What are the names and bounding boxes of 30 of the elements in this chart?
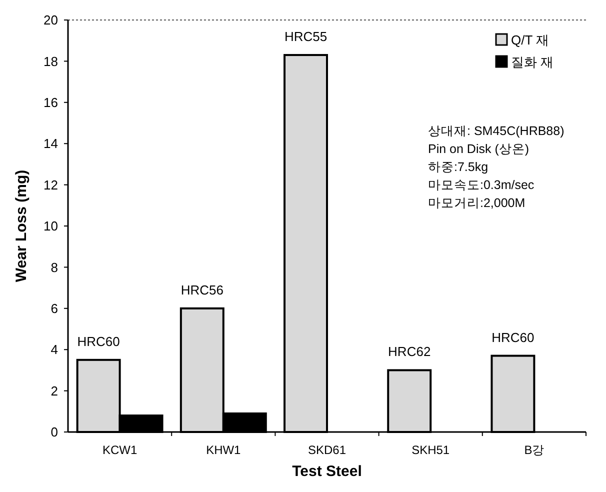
y-tick-label: 18 <box>44 54 58 69</box>
x-tick-label: SKH51 <box>412 443 450 457</box>
y-tick-label: 16 <box>44 94 58 110</box>
annotation: HRC60 <box>492 330 534 345</box>
annotation: 하중:7.5kg <box>428 160 488 174</box>
y-tick-label: 12 <box>44 177 58 192</box>
annotation: Pin on Disk (상온) <box>428 142 530 156</box>
y-tick-label: 2 <box>50 383 58 398</box>
annotation: HRC60 <box>77 334 120 349</box>
y-tick-label: 14 <box>44 136 58 152</box>
x-tick-label: SKD61 <box>308 443 346 457</box>
y-tick-label: 8 <box>50 260 58 275</box>
x-tick-label: KCW1 <box>102 443 138 457</box>
y-tick-label: 20 <box>44 12 58 28</box>
y-tick-label: 6 <box>50 300 58 316</box>
y-tick-label: 0 <box>50 424 58 440</box>
y-tick-label: 4 <box>50 342 58 358</box>
y-tick-label: 10 <box>44 218 58 234</box>
annotation: 마모속도:0.3m/sec <box>428 178 534 192</box>
x-tick-label: KHW1 <box>206 443 242 457</box>
x-tick-label: B강 <box>524 443 544 457</box>
annotation: HRC55 <box>284 29 328 44</box>
x-axis-title: Test Steel <box>292 463 362 480</box>
annotation: 상대재: SM45C(HRB88) <box>428 124 564 138</box>
y-axis-title: Wear Loss (mg) <box>13 170 30 282</box>
legend-label: 질화 재 <box>511 54 554 70</box>
legend-label: Q/T 재 <box>511 32 550 48</box>
annotation: 마모거리:2,000M <box>428 196 526 210</box>
annotation: HRC56 <box>180 282 224 298</box>
annotation: HRC62 <box>388 344 431 360</box>
